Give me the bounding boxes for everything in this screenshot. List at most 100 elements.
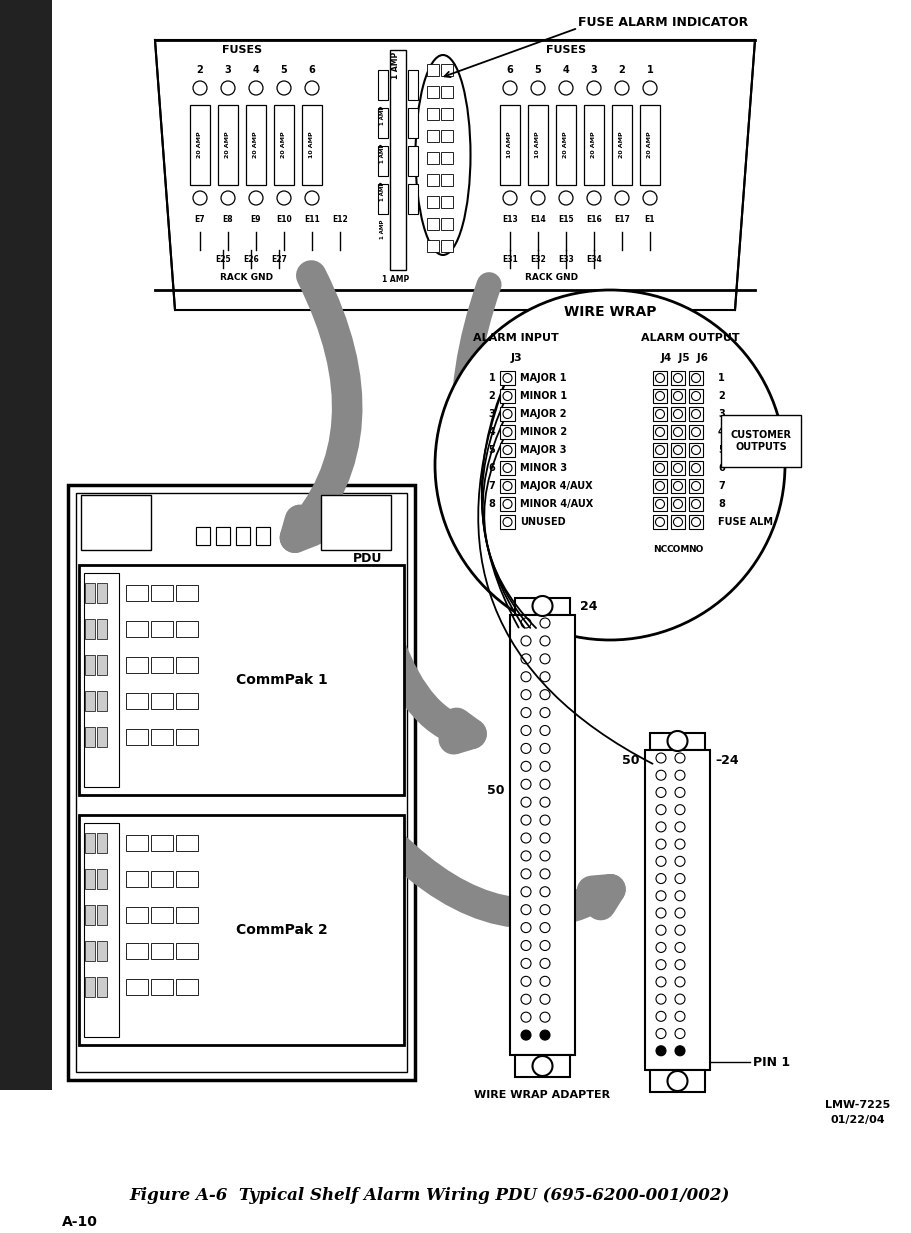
Bar: [176, 870, 198, 887]
Text: 6: 6: [507, 65, 513, 75]
Circle shape: [503, 464, 511, 472]
Circle shape: [520, 905, 530, 915]
Text: 1 AMP: 1 AMP: [380, 143, 385, 163]
Circle shape: [672, 409, 681, 418]
Bar: [85, 727, 95, 747]
Circle shape: [539, 689, 549, 699]
Circle shape: [655, 788, 665, 798]
Circle shape: [520, 779, 530, 789]
Text: 6: 6: [488, 464, 495, 473]
Circle shape: [558, 191, 572, 205]
Bar: [670, 425, 684, 439]
Circle shape: [539, 941, 549, 951]
Bar: [670, 371, 684, 385]
Bar: [246, 105, 266, 185]
Circle shape: [503, 499, 511, 508]
Circle shape: [691, 499, 700, 508]
Circle shape: [655, 409, 664, 418]
Bar: [499, 407, 515, 420]
Circle shape: [539, 887, 549, 896]
Bar: [85, 583, 95, 603]
Bar: [126, 870, 148, 887]
Text: 6: 6: [717, 464, 724, 473]
Bar: [151, 907, 173, 924]
Circle shape: [655, 890, 665, 901]
Bar: [499, 461, 515, 475]
Ellipse shape: [415, 55, 470, 255]
Circle shape: [520, 725, 530, 736]
Bar: [196, 526, 210, 545]
Circle shape: [655, 1011, 665, 1021]
Bar: [426, 109, 438, 120]
Bar: [426, 196, 438, 208]
Text: 1: 1: [717, 374, 724, 383]
Circle shape: [435, 290, 784, 640]
Circle shape: [503, 428, 511, 436]
Circle shape: [674, 857, 684, 867]
Circle shape: [655, 994, 665, 1004]
Circle shape: [674, 977, 684, 986]
Text: 7: 7: [488, 481, 495, 491]
Bar: [97, 977, 107, 997]
Bar: [499, 425, 515, 439]
Text: 10 AMP: 10 AMP: [535, 132, 540, 158]
Text: WIRE WRAP: WIRE WRAP: [563, 305, 656, 319]
Circle shape: [539, 922, 549, 932]
Bar: [126, 693, 148, 709]
Text: J3: J3: [509, 353, 521, 363]
Circle shape: [674, 805, 684, 815]
Circle shape: [520, 708, 530, 718]
Circle shape: [277, 81, 291, 95]
Circle shape: [304, 81, 319, 95]
Bar: [441, 129, 453, 142]
Circle shape: [539, 994, 549, 1004]
Text: CommPak 2: CommPak 2: [235, 924, 327, 937]
Text: 8: 8: [488, 499, 495, 509]
Circle shape: [520, 851, 530, 861]
Text: Figure A-6  Typical Shelf Alarm Wiring PDU (695-6200-001/002): Figure A-6 Typical Shelf Alarm Wiring PD…: [129, 1186, 730, 1203]
Bar: [126, 621, 148, 637]
Circle shape: [249, 81, 262, 95]
Bar: [126, 657, 148, 673]
Text: 4: 4: [717, 427, 724, 436]
Bar: [85, 941, 95, 961]
Text: E25: E25: [215, 255, 230, 265]
Bar: [97, 905, 107, 925]
Bar: [688, 478, 702, 493]
Text: E17: E17: [613, 216, 630, 224]
Text: E9: E9: [251, 216, 261, 224]
Text: 20 AMP: 20 AMP: [647, 132, 651, 158]
Bar: [441, 152, 453, 164]
Circle shape: [539, 905, 549, 915]
Circle shape: [539, 618, 549, 628]
Bar: [441, 218, 453, 231]
Circle shape: [655, 771, 665, 780]
Text: E34: E34: [586, 255, 601, 265]
Circle shape: [674, 771, 684, 780]
Circle shape: [587, 81, 600, 95]
Text: 3: 3: [224, 65, 231, 75]
Text: 20 AMP: 20 AMP: [198, 132, 202, 158]
Bar: [670, 388, 684, 403]
Circle shape: [520, 761, 530, 772]
Bar: [81, 494, 151, 550]
Bar: [151, 657, 173, 673]
Text: 1: 1: [646, 65, 652, 75]
Text: MINOR 1: MINOR 1: [519, 391, 567, 401]
Text: 50: 50: [487, 784, 505, 798]
Text: MAJOR 4/AUX: MAJOR 4/AUX: [519, 481, 592, 491]
Text: 10 AMP: 10 AMP: [507, 132, 512, 158]
Bar: [688, 497, 702, 510]
Bar: [407, 145, 417, 176]
Bar: [670, 478, 684, 493]
Bar: [151, 943, 173, 959]
Bar: [390, 51, 405, 270]
Circle shape: [193, 191, 207, 205]
Text: 1 AMP: 1 AMP: [380, 181, 385, 201]
Circle shape: [691, 409, 700, 418]
Bar: [79, 565, 404, 795]
Text: 24: 24: [579, 600, 597, 614]
Bar: [407, 70, 417, 100]
Bar: [688, 388, 702, 403]
Text: LMW-7225: LMW-7225: [824, 1100, 890, 1110]
